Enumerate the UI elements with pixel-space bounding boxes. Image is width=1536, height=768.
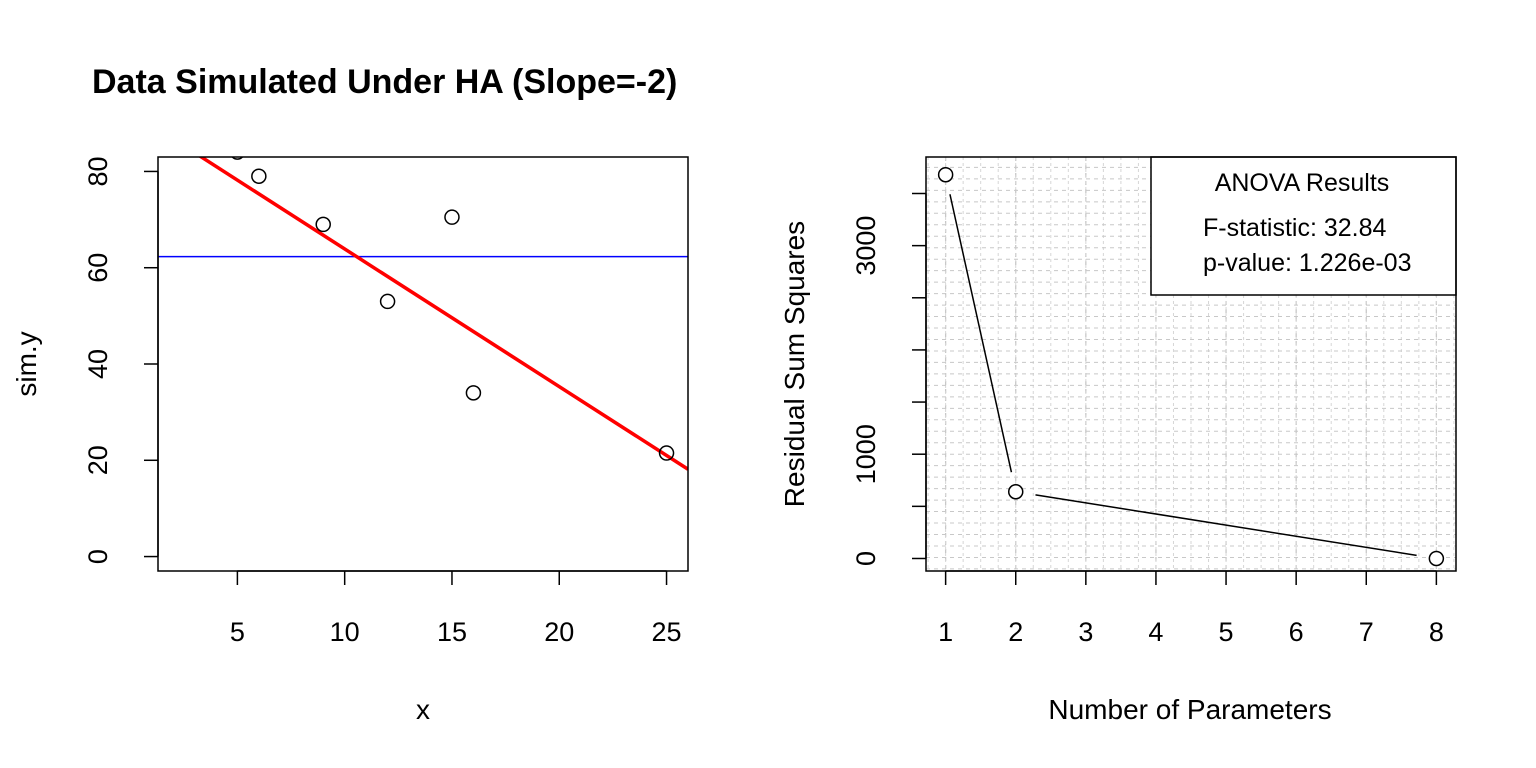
right-x-tick-label: 2 (1008, 617, 1023, 647)
left-chart-title: Data Simulated Under HA (Slope=-2) (92, 63, 677, 101)
rss-point (1007, 483, 1024, 500)
regression-line (198, 157, 688, 471)
left-axes: 5 10 15 20 25 0 20 40 60 80 (83, 156, 682, 647)
scatter-point (251, 168, 267, 185)
right-x-tick-label: 8 (1429, 617, 1444, 647)
right-gridlines (926, 157, 1456, 571)
scatter-point (379, 293, 396, 310)
right-x-axis-label: Number of Parameters (1048, 694, 1331, 725)
left-x-axis-label: x (416, 694, 430, 725)
left-y-tick-label: 40 (83, 349, 113, 379)
legend-title: ANOVA Results (1215, 169, 1390, 197)
right-x-tick-label: 5 (1219, 617, 1234, 647)
left-x-tick-label: 20 (544, 617, 574, 647)
left-x-tick-label: 15 (437, 617, 467, 647)
legend: ANOVA Results F-statistic: 32.84 p-value… (1150, 156, 1457, 296)
left-plot-box (157, 156, 689, 572)
left-x-tick-label: 5 (230, 617, 245, 647)
left-y-tick-label: 60 (83, 253, 113, 283)
left-series (158, 157, 688, 471)
right-x-tick-label: 1 (938, 617, 953, 647)
right-panel: ANOVA Results F-statistic: 32.84 p-value… (779, 156, 1457, 725)
right-y-tick-label: 1000 (851, 424, 881, 484)
left-y-tick-label: 80 (83, 156, 113, 186)
scatter-point (315, 216, 331, 233)
right-x-tick-label: 7 (1359, 617, 1374, 647)
right-x-tick-label: 6 (1289, 617, 1304, 647)
right-axes: 1 2 3 4 5 6 7 8 0 1000 3000 (851, 192, 1444, 647)
left-x-tick-label: 10 (330, 617, 360, 647)
legend-f-statistic: F-statistic: 32.84 (1203, 214, 1386, 242)
left-y-axis-label: sim.y (11, 331, 42, 396)
right-y-tick-label: 3000 (851, 216, 881, 276)
scatter-point (231, 157, 244, 160)
left-y-tick-label: 20 (83, 445, 113, 475)
rss-line-segment (949, 194, 1013, 473)
right-series (937, 166, 1445, 567)
scatter-point (465, 385, 482, 401)
rss-line-segment (1035, 494, 1417, 557)
rss-point (1428, 550, 1445, 567)
scatter-point (658, 445, 675, 461)
scatter-point (444, 209, 460, 225)
right-x-tick-label: 4 (1148, 617, 1163, 647)
left-panel: Data Simulated Under HA (Slope=-2) 5 10 15… (11, 63, 689, 725)
right-y-tick-label: 0 (851, 551, 881, 566)
rss-point (937, 166, 954, 183)
legend-box (1150, 156, 1457, 296)
legend-p-value: p-value: 1.226e-03 (1203, 249, 1411, 277)
left-y-tick-label: 0 (83, 549, 113, 564)
right-y-axis-label: Residual Sum Squares (779, 221, 810, 507)
left-x-tick-label: 25 (652, 617, 682, 647)
right-x-tick-label: 3 (1078, 617, 1093, 647)
